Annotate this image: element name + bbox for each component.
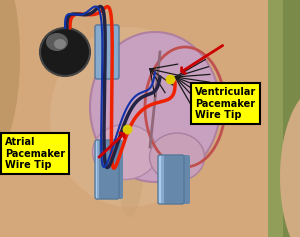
Text: Atrial
Pacemaker
Wire Tip: Atrial Pacemaker Wire Tip — [5, 137, 65, 170]
FancyBboxPatch shape — [95, 140, 119, 199]
FancyBboxPatch shape — [97, 140, 121, 199]
FancyBboxPatch shape — [95, 25, 119, 79]
Ellipse shape — [280, 87, 300, 237]
FancyBboxPatch shape — [99, 140, 123, 199]
FancyBboxPatch shape — [161, 155, 187, 204]
FancyBboxPatch shape — [158, 155, 184, 204]
Ellipse shape — [50, 27, 210, 207]
Ellipse shape — [90, 32, 220, 182]
FancyBboxPatch shape — [164, 155, 190, 204]
Bar — [268, 0, 283, 237]
Ellipse shape — [149, 133, 205, 181]
Ellipse shape — [0, 0, 20, 157]
Ellipse shape — [115, 77, 145, 217]
Ellipse shape — [46, 33, 68, 51]
Ellipse shape — [92, 124, 158, 179]
Ellipse shape — [54, 39, 66, 49]
Text: Ventricular
Pacemaker
Wire Tip: Ventricular Pacemaker Wire Tip — [195, 87, 256, 120]
Ellipse shape — [40, 28, 90, 76]
Bar — [280, 0, 300, 237]
